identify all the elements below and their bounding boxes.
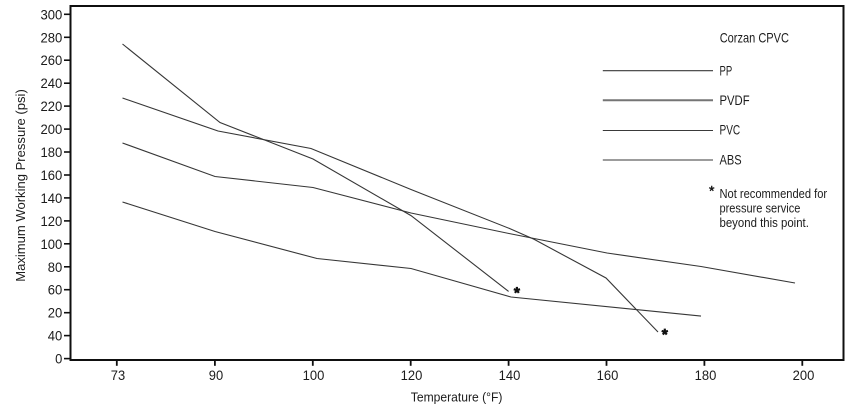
svg-text:60: 60	[48, 283, 63, 298]
svg-text:120: 120	[41, 214, 63, 229]
svg-text:240: 240	[41, 76, 63, 91]
svg-text:73: 73	[111, 368, 126, 383]
svg-text:Maximum Working Pressure (psi): Maximum Working Pressure (psi)	[13, 89, 28, 282]
svg-text:Corzan CPVC: Corzan CPVC	[720, 30, 789, 46]
svg-text:140: 140	[499, 368, 521, 383]
svg-text:PVC: PVC	[720, 121, 741, 137]
svg-text:90: 90	[209, 368, 224, 383]
svg-text:220: 220	[41, 99, 63, 114]
svg-text:200: 200	[793, 368, 815, 383]
svg-text:80: 80	[48, 260, 63, 275]
svg-text:140: 140	[41, 191, 63, 206]
svg-text:beyond this point.: beyond this point.	[720, 215, 809, 230]
svg-text:160: 160	[597, 368, 619, 383]
svg-text:20: 20	[48, 306, 63, 321]
svg-text:260: 260	[41, 53, 63, 68]
svg-text:ABS: ABS	[720, 152, 742, 168]
svg-text:0: 0	[55, 352, 62, 367]
svg-text:PP: PP	[720, 62, 733, 78]
svg-text:200: 200	[41, 122, 63, 137]
svg-text:180: 180	[41, 145, 63, 160]
svg-text:Temperature (°F): Temperature (°F)	[411, 390, 503, 405]
svg-text:300: 300	[41, 7, 63, 22]
svg-text:100: 100	[303, 368, 325, 383]
svg-text:180: 180	[695, 368, 717, 383]
svg-text:40: 40	[48, 329, 63, 344]
svg-text:100: 100	[41, 237, 63, 252]
svg-text:Not recommended for: Not recommended for	[720, 186, 828, 201]
svg-text:160: 160	[41, 168, 63, 183]
svg-text:PVDF: PVDF	[720, 92, 750, 108]
svg-text:pressure service: pressure service	[720, 201, 801, 216]
svg-text:280: 280	[41, 30, 63, 45]
svg-text:120: 120	[401, 368, 423, 383]
